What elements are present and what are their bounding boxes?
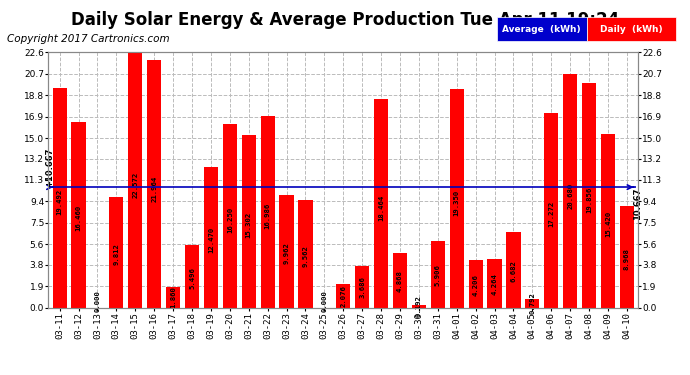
- Text: 16.460: 16.460: [75, 205, 81, 231]
- Bar: [544, 112, 558, 308]
- Bar: [506, 232, 520, 308]
- Bar: [487, 260, 502, 308]
- Bar: [241, 135, 256, 308]
- Bar: [52, 88, 67, 308]
- Text: 19.492: 19.492: [57, 189, 63, 215]
- Bar: [563, 74, 578, 307]
- Bar: [601, 134, 615, 308]
- Text: 16.986: 16.986: [265, 202, 270, 229]
- Bar: [204, 167, 218, 308]
- Text: Average  (kWh): Average (kWh): [502, 25, 581, 34]
- Text: 9.562: 9.562: [302, 245, 308, 267]
- Bar: [147, 60, 161, 308]
- Text: 0.192: 0.192: [416, 296, 422, 317]
- Text: 18.464: 18.464: [378, 194, 384, 220]
- Bar: [525, 298, 540, 307]
- Text: 8.968: 8.968: [624, 248, 630, 270]
- Bar: [109, 197, 124, 308]
- Bar: [431, 241, 445, 308]
- Text: 10.667: 10.667: [633, 187, 642, 219]
- Text: 19.856: 19.856: [586, 187, 592, 213]
- Text: 0.792: 0.792: [529, 292, 535, 314]
- Bar: [412, 305, 426, 308]
- Bar: [393, 253, 407, 308]
- Text: Daily  (kWh): Daily (kWh): [600, 25, 662, 34]
- Text: 4.206: 4.206: [473, 274, 479, 296]
- Text: 17.272: 17.272: [549, 201, 554, 227]
- Bar: [128, 53, 142, 307]
- Text: Copyright 2017 Cartronics.com: Copyright 2017 Cartronics.com: [7, 34, 170, 44]
- Text: 20.680: 20.680: [567, 182, 573, 209]
- Bar: [279, 195, 294, 308]
- Text: 19.350: 19.350: [454, 190, 460, 216]
- Bar: [166, 286, 180, 308]
- Text: 5.906: 5.906: [435, 265, 441, 286]
- Text: 1.860: 1.860: [170, 286, 176, 308]
- Text: +10.667: +10.667: [45, 148, 54, 187]
- Bar: [261, 116, 275, 308]
- Bar: [582, 84, 596, 308]
- Bar: [185, 246, 199, 308]
- Text: 15.302: 15.302: [246, 211, 252, 238]
- Bar: [336, 284, 351, 308]
- Bar: [620, 206, 634, 308]
- Bar: [374, 99, 388, 308]
- Text: 22.572: 22.572: [132, 172, 138, 198]
- Text: 5.496: 5.496: [189, 267, 195, 289]
- Bar: [298, 200, 313, 308]
- Bar: [469, 260, 483, 308]
- Text: Daily Solar Energy & Average Production Tue Apr 11 19:24: Daily Solar Energy & Average Production …: [71, 11, 619, 29]
- Text: 9.812: 9.812: [113, 243, 119, 265]
- Text: 9.962: 9.962: [284, 243, 290, 264]
- Text: 6.682: 6.682: [511, 260, 516, 282]
- Text: 21.964: 21.964: [151, 176, 157, 202]
- Text: 0.000: 0.000: [95, 290, 101, 312]
- Text: 4.868: 4.868: [397, 270, 403, 292]
- Bar: [450, 89, 464, 308]
- Bar: [72, 122, 86, 308]
- Text: 0.000: 0.000: [322, 290, 327, 312]
- Bar: [223, 124, 237, 308]
- Text: 15.420: 15.420: [605, 211, 611, 237]
- Text: 16.250: 16.250: [227, 206, 233, 232]
- Text: 3.686: 3.686: [359, 277, 365, 298]
- Bar: [355, 266, 369, 308]
- Text: 4.264: 4.264: [491, 273, 497, 296]
- Text: 12.470: 12.470: [208, 227, 214, 253]
- Text: 2.076: 2.076: [340, 285, 346, 307]
